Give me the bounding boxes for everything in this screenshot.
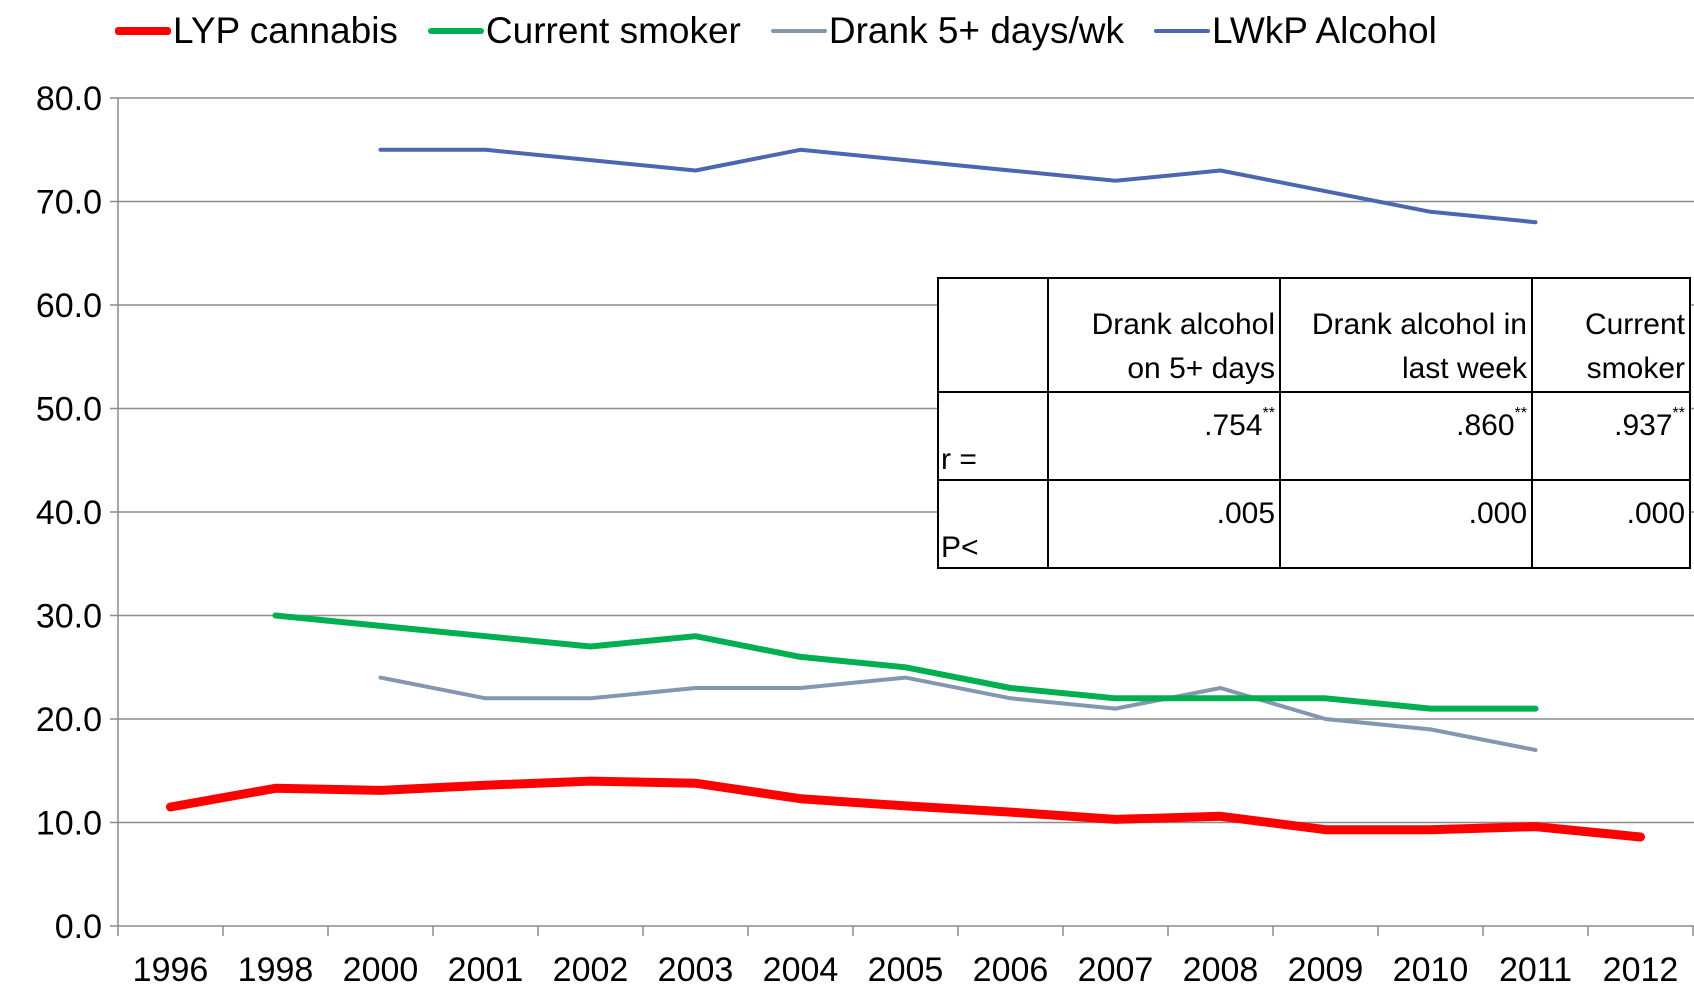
x-tick-label: 2004 <box>763 951 839 989</box>
x-tick-label: 2009 <box>1288 951 1364 989</box>
table-cell-value: .860 <box>1456 409 1515 442</box>
table-cell-value: .000 <box>1468 497 1527 530</box>
table-row-p: P< .005 .000 .000 <box>937 479 1691 569</box>
legend-label: Current smoker <box>485 10 741 51</box>
legend-swatch-drank-5-days <box>770 29 827 33</box>
x-tick-label: 1996 <box>133 951 209 989</box>
x-tick-label: 2005 <box>868 951 944 989</box>
table-row-label: P< <box>937 479 1049 569</box>
table-cell: .937** <box>1531 391 1691 481</box>
correlation-table: Drank alcohol on 5+ days Drank alcohol i… <box>937 277 1691 569</box>
x-tick-label: 2003 <box>658 951 734 989</box>
x-tick-label: 2001 <box>448 951 524 989</box>
significance-mark: ** <box>1672 405 1685 422</box>
table-cell: .754** <box>1047 391 1281 481</box>
table-cell-value: .005 <box>1216 497 1275 530</box>
table-cell-value: .937 <box>1614 409 1673 442</box>
y-tick-label: 30.0 <box>36 598 102 636</box>
table-cell-value: .754 <box>1204 409 1263 442</box>
table-header-drank-5-days: Drank alcohol on 5+ days <box>1047 277 1281 393</box>
significance-mark: ** <box>1262 405 1275 422</box>
y-tick-label: 0.0 <box>55 908 102 946</box>
x-tick-label: 2011 <box>1499 951 1572 989</box>
legend-swatch-lwkp-alcohol <box>1153 29 1210 33</box>
legend-item-lyp-cannabis: LYP cannabis <box>115 10 398 52</box>
table-cell: .860** <box>1279 391 1533 481</box>
x-tick-label: 2006 <box>973 951 1049 989</box>
table-cell: .005 <box>1047 479 1281 569</box>
x-tick-label: 2002 <box>553 951 629 989</box>
legend-label: LYP cannabis <box>173 10 398 51</box>
y-tick-label: 20.0 <box>36 701 102 739</box>
x-tick-label: 2007 <box>1078 951 1154 989</box>
legend-label: Drank 5+ days/wk <box>828 10 1124 51</box>
table-cell-value: .000 <box>1626 497 1685 530</box>
x-tick-label: 2000 <box>343 951 419 989</box>
table-header-current-smoker: Current smoker <box>1531 277 1691 393</box>
legend-label: LWkP Alcohol <box>1211 10 1437 51</box>
table-row-label: r = <box>937 391 1049 481</box>
y-tick-label: 40.0 <box>36 494 102 532</box>
y-tick-label: 80.0 <box>36 80 102 118</box>
legend-item-lwkp-alcohol: LWkP Alcohol <box>1153 10 1437 52</box>
series-line-lwkp-alcohol <box>378 147 1538 225</box>
legend-swatch-current-smoker <box>427 28 484 34</box>
x-tick-label: 1998 <box>238 951 314 989</box>
y-tick-label: 60.0 <box>36 287 102 325</box>
table-header-empty <box>937 277 1049 393</box>
legend-item-drank-5-days: Drank 5+ days/wk <box>770 10 1124 52</box>
x-tick-label: 2010 <box>1393 951 1469 989</box>
table-cell: .000 <box>1279 479 1533 569</box>
series-line-current-smoker <box>272 612 1539 712</box>
x-tick-label: 2012 <box>1603 951 1679 989</box>
table-cell: .000 <box>1531 479 1691 569</box>
x-tick-label: 2008 <box>1183 951 1259 989</box>
table-header-drank-last-week: Drank alcohol in last week <box>1279 277 1533 393</box>
table-header-row: Drank alcohol on 5+ days Drank alcohol i… <box>937 277 1691 393</box>
legend-item-current-smoker: Current smoker <box>427 10 741 52</box>
y-tick-label: 70.0 <box>36 184 102 222</box>
table-row-r: r = .754** .860** .937** <box>937 391 1691 481</box>
y-tick-label: 50.0 <box>36 391 102 429</box>
legend-swatch-lyp-cannabis <box>115 27 171 35</box>
y-tick-label: 10.0 <box>36 805 102 843</box>
legend: LYP cannabis Current smoker Drank 5+ day… <box>115 8 1467 54</box>
series-line-lyp-cannabis <box>166 776 1645 842</box>
series-line-drank-5-days-wk <box>378 675 1538 752</box>
significance-mark: ** <box>1514 405 1527 422</box>
